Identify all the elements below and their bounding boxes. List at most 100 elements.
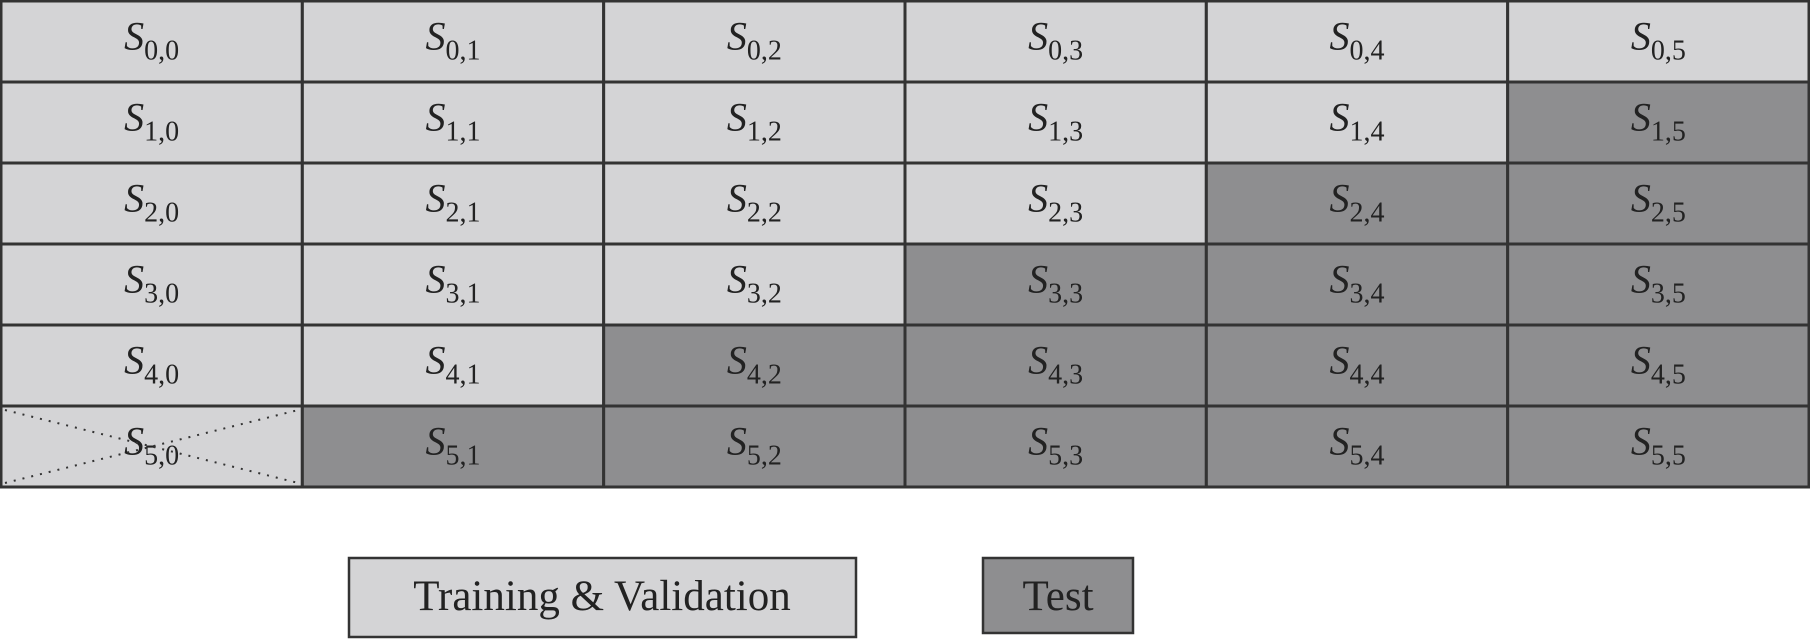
legend-swatch [347, 556, 858, 639]
cell-label: S1,0 [124, 95, 179, 148]
cell [0, 242, 304, 327]
cell [1506, 0, 1810, 84]
grid: S0,0 S0,1 S0,2 S0,3 S0,4 S0,5S1,0 S1,1 S1,2 S1,3… [0, 0, 1810, 489]
symbol: S [727, 419, 747, 464]
cell-label: S1,1 [426, 95, 481, 148]
symbol: S [1028, 95, 1048, 140]
symbol: S [727, 14, 747, 59]
legend-swatch [981, 556, 1135, 635]
cell-label: S3,0 [124, 257, 179, 310]
subscript: 1,1 [446, 117, 481, 148]
cell [300, 161, 606, 246]
symbol: S [1330, 257, 1350, 302]
subscript: 1,5 [1651, 117, 1686, 148]
symbol: S [426, 176, 446, 221]
symbol: S [1028, 338, 1048, 383]
symbol: S [1028, 14, 1048, 59]
symbol: S [1631, 257, 1651, 302]
cell-label: S0,2 [727, 14, 782, 67]
symbol: S [1028, 176, 1048, 221]
subscript: 5,5 [1651, 441, 1686, 472]
cell-label: S0,0 [124, 14, 179, 67]
legend-label: Training & Validation [413, 573, 790, 620]
cell-label: S2,4 [1330, 176, 1385, 229]
subscript: 0,2 [747, 36, 782, 67]
cell-label: S3,3 [1028, 257, 1083, 310]
legend: Training & Validation Test [347, 556, 1135, 639]
symbol: S [1330, 338, 1350, 383]
subscript: 2,3 [1048, 198, 1083, 229]
symbol: S [1631, 14, 1651, 59]
legend-label: Test [1022, 573, 1093, 620]
cell [1506, 323, 1810, 408]
cell [1204, 0, 1510, 84]
cell [0, 0, 304, 84]
cell-label: S2,5 [1631, 176, 1686, 229]
cell-label: S5,3 [1028, 419, 1083, 472]
cell [1204, 242, 1510, 327]
cell-label: S4,3 [1028, 338, 1083, 391]
subscript: 0,3 [1048, 36, 1083, 67]
subscript: 1,3 [1048, 117, 1083, 148]
cell-label: S1,3 [1028, 95, 1083, 148]
cell [602, 80, 907, 165]
symbol: S [1330, 95, 1350, 140]
cell [903, 242, 1208, 327]
subscript: 4,5 [1651, 360, 1686, 391]
subscript: 5,3 [1048, 441, 1083, 472]
subscript: 5,4 [1350, 441, 1385, 472]
cell-label: S2,0 [124, 176, 179, 229]
cell [300, 242, 606, 327]
cell-label: S0,4 [1330, 14, 1385, 67]
subscript: 4,4 [1350, 360, 1385, 391]
symbol: S [1631, 176, 1651, 221]
subscript: 2,0 [144, 198, 179, 229]
subscript: 3,2 [747, 279, 782, 310]
symbol: S [727, 257, 747, 302]
subscript: 4,1 [446, 360, 481, 391]
cell-label: S2,3 [1028, 176, 1083, 229]
subscript: 5,2 [747, 441, 782, 472]
subscript: 2,2 [747, 198, 782, 229]
subscript: 3,3 [1048, 279, 1083, 310]
symbol: S [426, 257, 446, 302]
symbol: S [426, 338, 446, 383]
cell-label: S3,2 [727, 257, 782, 310]
symbol: S [426, 14, 446, 59]
symbol: S [426, 95, 446, 140]
subscript: 0,0 [144, 36, 179, 67]
cell-label: S1,5 [1631, 95, 1686, 148]
symbol: S [426, 419, 446, 464]
symbol: S [1330, 176, 1350, 221]
symbol: S [1631, 95, 1651, 140]
subscript: 4,2 [747, 360, 782, 391]
cell [0, 161, 304, 246]
subscript: 3,1 [446, 279, 481, 310]
symbol: S [124, 14, 144, 59]
cell-label: S3,4 [1330, 257, 1385, 310]
cell-label: S1,4 [1330, 95, 1385, 148]
cell-label: S4,1 [426, 338, 481, 391]
cell-label: S0,1 [426, 14, 481, 67]
symbol: S [1330, 14, 1350, 59]
subscript: 0,4 [1350, 36, 1385, 67]
symbol: S [727, 95, 747, 140]
cell-label: S4,5 [1631, 338, 1686, 391]
cell-label: S2,1 [426, 176, 481, 229]
cell [903, 80, 1208, 165]
cell [903, 323, 1208, 408]
cell-label: S3,1 [426, 257, 481, 310]
cell-label: S3,5 [1631, 257, 1686, 310]
cell [602, 323, 907, 408]
subscript: 5,1 [446, 441, 481, 472]
cell-label: S4,0 [124, 338, 179, 391]
symbol: S [727, 176, 747, 221]
cell [602, 161, 907, 246]
cell-label: S5,1 [426, 419, 481, 472]
cell-label: S1,2 [727, 95, 782, 148]
cell [903, 404, 1208, 489]
cell [300, 80, 606, 165]
subscript: 2,5 [1651, 198, 1686, 229]
subscript: 5,0 [144, 441, 179, 472]
